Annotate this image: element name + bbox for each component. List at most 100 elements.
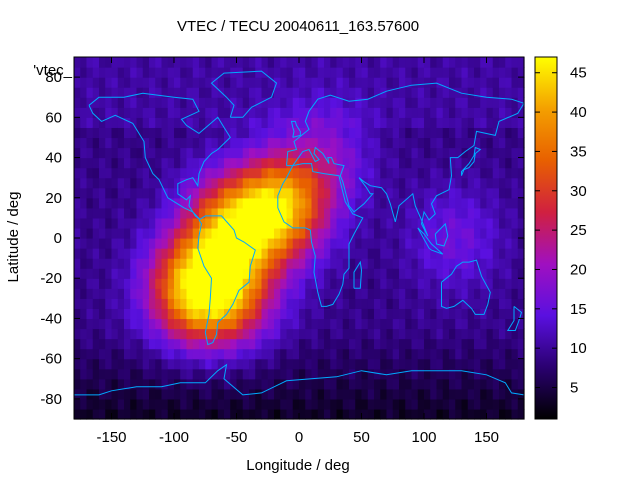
heatmap-cell — [236, 97, 244, 108]
heatmap-cell — [292, 348, 300, 360]
heatmap-cell — [317, 268, 325, 279]
heatmap-cell — [386, 177, 394, 189]
heatmap-cell — [461, 408, 469, 420]
heatmap-cell — [236, 187, 244, 199]
heatmap-cell — [230, 388, 238, 400]
heatmap-cell — [324, 167, 331, 179]
heatmap-cell — [186, 137, 194, 149]
heatmap-cell — [86, 147, 94, 159]
heatmap-cell — [136, 227, 144, 239]
heatmap-cell — [517, 268, 525, 279]
heatmap-cell — [230, 368, 238, 380]
heatmap-cell — [274, 157, 281, 169]
heatmap-cell — [92, 227, 100, 239]
heatmap-cell — [217, 57, 225, 68]
colorbar-tick-label: 20 — [570, 261, 587, 278]
heatmap-cell — [324, 378, 331, 390]
heatmap-cell — [136, 308, 144, 320]
heatmap-cell — [117, 348, 125, 360]
heatmap-cell — [180, 157, 188, 169]
heatmap-cell — [180, 378, 188, 390]
heatmap-cell — [261, 318, 269, 330]
heatmap-cell — [205, 177, 213, 189]
heatmap-cell — [111, 167, 119, 179]
heatmap-cell — [280, 248, 288, 259]
heatmap-cell — [305, 288, 313, 299]
heatmap-cell — [374, 117, 381, 128]
heatmap-cell — [505, 288, 513, 299]
heatmap-cell — [461, 308, 469, 320]
heatmap-cell — [149, 217, 156, 229]
heatmap-cell — [349, 398, 356, 410]
heatmap-cell — [311, 147, 319, 159]
heatmap-cell — [211, 408, 219, 420]
heatmap-cell — [442, 298, 450, 309]
y-tick-label: -20 — [40, 270, 62, 287]
heatmap-cell — [486, 308, 494, 320]
heatmap-cell — [361, 338, 369, 350]
heatmap-cell — [417, 258, 425, 269]
heatmap-cell — [142, 368, 150, 380]
heatmap-cell — [292, 187, 300, 199]
heatmap-cell — [336, 378, 344, 390]
heatmap-cell — [399, 278, 406, 289]
heatmap-cell — [292, 57, 300, 68]
heatmap-cell — [349, 227, 356, 239]
heatmap-cell — [430, 57, 438, 68]
heatmap-cell — [511, 388, 519, 400]
heatmap-cell — [236, 197, 244, 209]
heatmap-cell — [436, 177, 444, 189]
heatmap-cell — [224, 268, 231, 279]
heatmap-cell — [86, 67, 94, 78]
heatmap-cell — [80, 147, 88, 159]
heatmap-cell — [374, 217, 381, 229]
heatmap-cell — [505, 258, 513, 269]
heatmap-cell — [161, 378, 169, 390]
heatmap-cell — [249, 368, 256, 380]
heatmap-cell — [367, 348, 375, 360]
heatmap-cell — [130, 318, 138, 330]
heatmap-cell — [505, 147, 513, 159]
heatmap-cell — [261, 258, 269, 269]
heatmap-cell — [305, 87, 313, 98]
heatmap-cell — [511, 167, 519, 179]
heatmap-cell — [430, 278, 438, 289]
heatmap-cell — [86, 137, 94, 149]
heatmap-cell — [305, 408, 313, 420]
heatmap-cell — [292, 288, 300, 299]
heatmap-cell — [105, 388, 113, 400]
heatmap-cell — [399, 137, 406, 149]
heatmap-cell — [342, 298, 350, 309]
heatmap-cell — [499, 238, 506, 249]
heatmap-cell — [361, 258, 369, 269]
heatmap-cell — [467, 338, 475, 350]
heatmap-cell — [142, 298, 150, 309]
heatmap-cell — [249, 167, 256, 179]
heatmap-cell — [280, 298, 288, 309]
heatmap-cell — [349, 137, 356, 149]
heatmap-cell — [224, 157, 231, 169]
heatmap-cell — [124, 97, 131, 108]
heatmap-cell — [361, 177, 369, 189]
heatmap-cell — [242, 248, 250, 259]
heatmap-cell — [149, 338, 156, 350]
heatmap-cell — [217, 207, 225, 219]
heatmap-cell — [517, 207, 525, 219]
heatmap-cell — [86, 278, 94, 289]
heatmap-cell — [517, 177, 525, 189]
heatmap-cell — [274, 408, 281, 420]
heatmap-cell — [255, 57, 263, 68]
heatmap-cell — [86, 368, 94, 380]
heatmap-cell — [499, 248, 506, 259]
heatmap-cell — [480, 248, 488, 259]
heatmap-cell — [386, 217, 394, 229]
heatmap-cell — [149, 177, 156, 189]
heatmap-cell — [392, 67, 400, 78]
heatmap-cell — [80, 57, 88, 68]
heatmap-cell — [242, 217, 250, 229]
heatmap-cell — [261, 268, 269, 279]
heatmap-cell — [174, 117, 181, 128]
heatmap-cell — [511, 318, 519, 330]
heatmap-cell — [499, 107, 506, 118]
heatmap-cell — [155, 217, 163, 229]
